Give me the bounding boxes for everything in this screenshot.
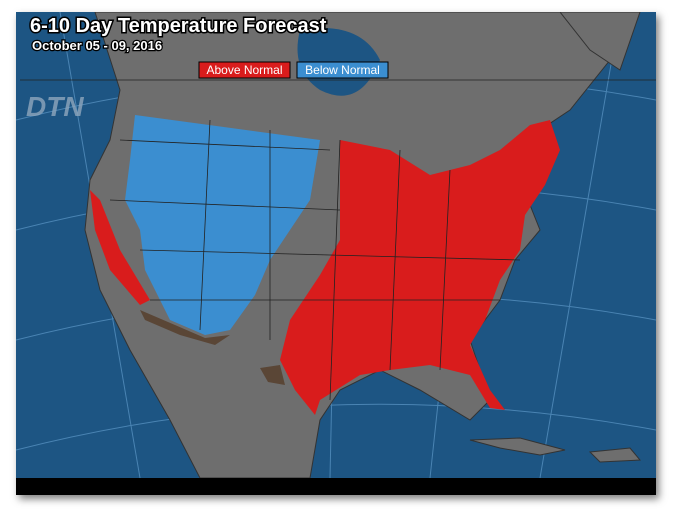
cuba bbox=[469, 437, 566, 456]
map bbox=[16, 12, 656, 478]
logo: DTN bbox=[26, 91, 84, 122]
below-normal-region bbox=[125, 115, 320, 335]
legend-label: Below Normal bbox=[305, 63, 380, 77]
legend-swatch bbox=[198, 61, 291, 79]
hispaniola bbox=[588, 447, 642, 463]
title: 6-10 Day Temperature Forecast bbox=[30, 15, 327, 37]
legend-swatch bbox=[296, 61, 389, 79]
greenland bbox=[559, 12, 641, 71]
mexico-border bbox=[260, 365, 285, 385]
subtitle: October 05 - 09, 2016 bbox=[32, 38, 162, 53]
state-lines bbox=[20, 79, 656, 401]
above-normal-region bbox=[280, 120, 560, 415]
above-normal-west bbox=[90, 190, 150, 305]
legend-label: Above Normal bbox=[206, 63, 282, 77]
legend: Above Normal Below Normal bbox=[198, 61, 389, 79]
